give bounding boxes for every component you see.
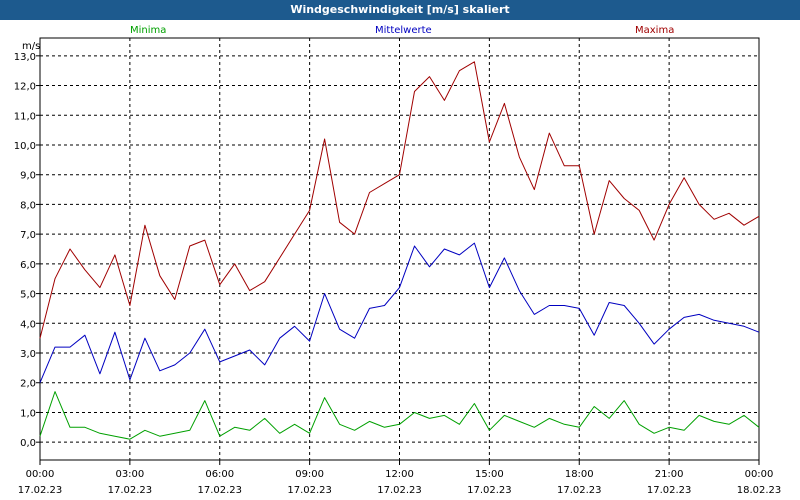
x-tick-time: 03:00	[115, 469, 144, 480]
y-tick-label: 2,0	[20, 379, 36, 390]
x-tick-time: 06:00	[205, 469, 234, 480]
x-tick-time: 09:00	[295, 469, 324, 480]
series-minima-line	[39, 391, 760, 440]
x-tick-time: 18:00	[565, 469, 594, 480]
series-maxima-line	[39, 61, 760, 339]
x-tick-date: 17.02.23	[287, 485, 332, 496]
y-tick-label: 3,0	[20, 349, 36, 360]
legend-mittelwerte: Mittelwerte	[375, 25, 432, 36]
y-tick-label: 11,0	[14, 111, 36, 122]
chart-title: Windgeschwindigkeit [m/s] skaliert	[0, 0, 800, 20]
series-mittelwerte-line	[39, 242, 760, 383]
y-tick-label: 12,0	[14, 82, 36, 93]
x-tick-time: 21:00	[655, 469, 684, 480]
y-axis-unit: m/s	[22, 41, 40, 52]
y-tick-label: 10,0	[14, 141, 36, 152]
x-tick-time: 00:00	[26, 469, 55, 480]
x-tick-date: 17.02.23	[557, 485, 602, 496]
x-tick-date: 17.02.23	[197, 485, 242, 496]
y-tick-label: 13,0	[14, 52, 36, 63]
x-tick-date: 17.02.23	[647, 485, 692, 496]
x-tick-date: 17.02.23	[18, 485, 63, 496]
y-tick-label: 6,0	[20, 260, 36, 271]
x-tick-date: 18.02.23	[737, 485, 782, 496]
x-tick-time: 00:00	[745, 469, 774, 480]
y-tick-label: 1,0	[20, 408, 36, 419]
legend-minima: Minima	[130, 25, 167, 36]
y-tick-label: 5,0	[20, 290, 36, 301]
x-tick-date: 17.02.23	[108, 485, 153, 496]
x-tick-date: 17.02.23	[377, 485, 422, 496]
x-tick-date: 17.02.23	[467, 485, 512, 496]
y-tick-label: 4,0	[20, 319, 36, 330]
y-tick-label: 9,0	[20, 171, 36, 182]
x-tick-time: 15:00	[475, 469, 504, 480]
y-tick-label: 7,0	[20, 230, 36, 241]
x-tick-time: 12:00	[385, 469, 414, 480]
legend-maxima: Maxima	[635, 25, 675, 36]
y-tick-label: 8,0	[20, 200, 36, 211]
y-tick-label: 0,0	[20, 438, 36, 449]
